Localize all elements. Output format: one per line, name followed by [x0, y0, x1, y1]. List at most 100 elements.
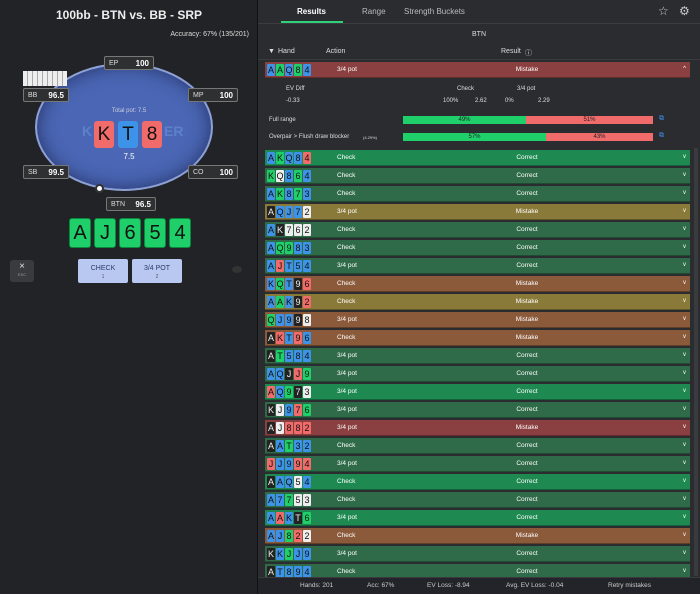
table-row[interactable]: A K T 9 6 Check Mistake v: [265, 330, 690, 346]
expand-icon[interactable]: v: [683, 424, 686, 430]
board-card: T: [118, 121, 138, 148]
hero-card: J: [94, 218, 116, 248]
seat-co: CO 100: [188, 165, 238, 179]
watermark-right: ER: [164, 123, 184, 139]
tab-range[interactable]: Range: [362, 7, 386, 16]
scrollbar[interactable]: [694, 148, 698, 576]
active-tab-indicator: [281, 21, 343, 23]
expand-icon[interactable]: v: [683, 550, 686, 556]
expand-icon[interactable]: v: [683, 316, 686, 322]
row-result: Correct: [516, 460, 538, 467]
table-row[interactable]: J J 9 9 4 3/4 pot Correct v: [265, 456, 690, 472]
gear-icon[interactable]: ⚙: [679, 4, 690, 18]
sort-icon[interactable]: ▼: [268, 48, 275, 55]
header-action: Action: [326, 48, 346, 55]
expand-icon[interactable]: v: [683, 154, 686, 160]
tab-strength-buckets[interactable]: Strength Buckets: [404, 7, 465, 16]
mini-card: Q: [285, 476, 293, 488]
mini-card: K: [276, 188, 284, 200]
table-row[interactable]: A A K 9 2 Check Mistake v: [265, 294, 690, 310]
table-row[interactable]: A A T 3 2 Check Correct v: [265, 438, 690, 454]
table-row[interactable]: A Q J 7 2 3/4 pot Mistake v: [265, 204, 690, 220]
table-row[interactable]: K Q T 9 6 Check Mistake v: [265, 276, 690, 292]
table-row[interactable]: K K J J 9 3/4 pot Correct v: [265, 546, 690, 562]
table-row[interactable]: A J 8 2 2 Check Mistake v: [265, 528, 690, 544]
expand-icon[interactable]: v: [683, 298, 686, 304]
info-icon[interactable]: ⓘ: [525, 50, 532, 57]
table-row[interactable]: A K 8 7 3 Check Correct v: [265, 186, 690, 202]
expand-icon[interactable]: v: [683, 568, 686, 574]
expand-icon[interactable]: v: [683, 226, 686, 232]
table-row[interactable]: A Q 9 7 3 3/4 pot Correct v: [265, 384, 690, 400]
row-result: Correct: [516, 496, 538, 503]
table-row[interactable]: A A Q 5 4 Check Correct v: [265, 474, 690, 490]
mini-card: 8: [285, 170, 293, 182]
mini-card: 9: [294, 566, 302, 578]
pot-bet-button[interactable]: 3/4 POT 2: [132, 259, 182, 283]
expand-icon[interactable]: v: [683, 460, 686, 466]
expand-icon[interactable]: v: [683, 190, 686, 196]
mini-card: 8: [285, 566, 293, 578]
table-row[interactable]: A K Q 8 4 Check Correct v: [265, 150, 690, 166]
table-row[interactable]: K J 9 7 6 3/4 pot Correct v: [265, 402, 690, 418]
expand-icon[interactable]: v: [683, 172, 686, 178]
expand-icon[interactable]: v: [683, 370, 686, 376]
mini-card: A: [267, 350, 275, 362]
table-row[interactable]: A J T 5 4 3/4 pot Correct v: [265, 258, 690, 274]
header-result: Result: [501, 48, 521, 55]
expand-icon[interactable]: v: [683, 496, 686, 502]
check-button[interactable]: CHECK 1: [78, 259, 128, 283]
mini-card: A: [267, 566, 275, 578]
table-row[interactable]: A K 7 6 2 Check Correct v: [265, 222, 690, 238]
table-row[interactable]: A A K T 6 3/4 pot Correct v: [265, 510, 690, 526]
eye-icon[interactable]: [232, 266, 242, 273]
table-row[interactable]: Q J 9 9 8 3/4 pot Mistake v: [265, 312, 690, 328]
mini-card: A: [267, 476, 275, 488]
expand-icon[interactable]: ^: [683, 66, 686, 72]
mini-card: K: [276, 152, 284, 164]
expand-icon[interactable]: v: [683, 352, 686, 358]
table-row[interactable]: A J 8 8 2 3/4 pot Mistake v: [265, 420, 690, 436]
expand-icon[interactable]: v: [683, 514, 686, 520]
mini-card: J: [276, 422, 284, 434]
expand-icon[interactable]: v: [683, 532, 686, 538]
mini-card: 8: [285, 188, 293, 200]
header-hand: Hand: [278, 48, 295, 55]
table-row[interactable]: K Q 8 6 4 Check Correct v: [265, 168, 690, 184]
table-row[interactable]: A T 5 8 4 3/4 pot Correct v: [265, 348, 690, 364]
expand-icon[interactable]: v: [683, 388, 686, 394]
exit-button[interactable]: × ESC: [10, 260, 34, 282]
expand-icon[interactable]: v: [683, 208, 686, 214]
ev-loss: EV Loss: -8.94: [427, 582, 470, 589]
link-icon[interactable]: ⧉: [659, 115, 664, 122]
table-row[interactable]: A Q 9 8 3 Check Correct v: [265, 240, 690, 256]
table-row[interactable]: A A Q 8 4 3/4 pot Mistake ^: [265, 62, 690, 78]
tab-results[interactable]: Results: [297, 7, 326, 16]
expand-icon[interactable]: v: [683, 244, 686, 250]
expand-icon[interactable]: v: [683, 406, 686, 412]
expand-icon[interactable]: v: [683, 280, 686, 286]
seat-btn: BTN 96.5: [106, 197, 156, 211]
row-result: Correct: [516, 154, 538, 161]
mini-card: J: [285, 548, 293, 560]
mini-card: 6: [294, 170, 302, 182]
mini-card: 6: [303, 278, 311, 290]
row-action: Check: [337, 280, 356, 287]
table-row[interactable]: A Q J J 9 3/4 pot Correct v: [265, 366, 690, 382]
row-result: Correct: [516, 172, 538, 179]
expand-icon[interactable]: v: [683, 442, 686, 448]
expand-icon[interactable]: v: [683, 334, 686, 340]
row-action: Check: [337, 190, 356, 197]
expand-icon[interactable]: v: [683, 262, 686, 268]
mini-card: K: [267, 278, 275, 290]
expand-icon[interactable]: v: [683, 478, 686, 484]
retry-mistakes-button[interactable]: Retry mistakes: [608, 582, 651, 589]
star-icon[interactable]: ☆: [658, 4, 669, 18]
accuracy-label: Accuracy: 67% (135/201): [170, 31, 249, 38]
link-icon[interactable]: ⧉: [659, 132, 664, 139]
dealer-button-icon: [95, 184, 104, 193]
table-row[interactable]: A 7 7 5 3 Check Correct v: [265, 492, 690, 508]
